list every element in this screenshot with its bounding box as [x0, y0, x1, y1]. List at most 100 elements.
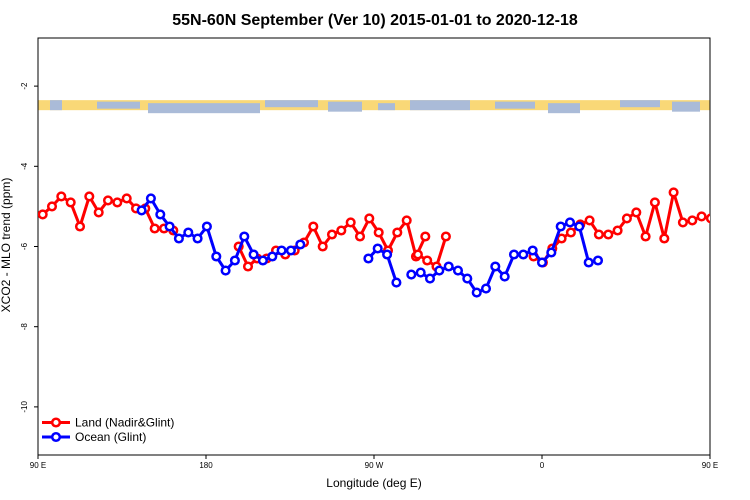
data-point: [406, 269, 417, 280]
data-point: [373, 227, 384, 238]
series-line: [367, 247, 398, 284]
data-point: [248, 249, 259, 260]
data-point: [412, 249, 423, 260]
data-point: [267, 251, 278, 262]
data-point: [592, 255, 604, 266]
data-point: [659, 233, 670, 244]
data-point: [499, 271, 510, 282]
data-point: [462, 273, 473, 284]
x-axis-label: Longitude (deg E): [326, 476, 421, 490]
series-line: [417, 236, 448, 268]
data-point: [276, 245, 287, 256]
data-point: [508, 249, 520, 260]
x-axis: 90 E 180 90 W 0 90 E: [30, 455, 718, 470]
series-ocean: [136, 193, 604, 298]
data-point: [84, 191, 95, 202]
y-tick-label: -2: [20, 82, 29, 90]
data-point: [536, 257, 548, 268]
data-point: [735, 201, 743, 209]
data-point: [201, 221, 212, 232]
data-point: [173, 233, 184, 244]
map-band-ocean: [620, 100, 660, 108]
data-point: [257, 255, 268, 266]
data-point: [317, 241, 328, 252]
data-point: [164, 221, 175, 232]
y-tick-label: -8: [20, 323, 29, 331]
legend-item-ocean: Ocean (Glint): [42, 430, 146, 444]
data-point: [211, 251, 222, 262]
x-tick-label: 0: [540, 461, 545, 470]
data-point: [46, 201, 58, 212]
data-point: [574, 221, 585, 232]
data-point: [621, 213, 632, 224]
data-point: [242, 261, 254, 272]
x-tick-label: 90 W: [365, 461, 384, 470]
data-point: [471, 287, 482, 298]
map-band-ocean: [50, 100, 62, 111]
data-point: [345, 217, 356, 228]
map-band-ocean: [548, 103, 580, 114]
map-band-ocean: [328, 101, 362, 112]
y-tick-label: -6: [20, 242, 29, 250]
map-band-ocean: [378, 103, 395, 111]
data-point: [392, 227, 403, 238]
y-axis: -2 -4 -6 -8 -10: [20, 82, 38, 413]
data-point: [677, 217, 688, 228]
data-point: [372, 243, 383, 254]
data-point: [220, 265, 231, 276]
data-point: [452, 265, 464, 276]
data-point: [401, 215, 412, 226]
legend-label-ocean: Ocean (Glint): [75, 430, 146, 444]
data-point: [726, 197, 734, 205]
data-point: [422, 255, 433, 266]
data-point: [229, 255, 240, 266]
data-point: [480, 283, 492, 294]
y-axis-label: XCO2 - MLO trend (ppm): [0, 178, 13, 313]
data-point: [556, 233, 567, 244]
series-line: [140, 196, 302, 273]
data-point: [74, 221, 86, 232]
data-point: [183, 227, 194, 238]
data-point: [239, 231, 250, 242]
data-point: [687, 215, 698, 226]
legend-item-land: Land (Nadir&Glint): [42, 416, 174, 430]
series-line: [532, 190, 710, 264]
legend-marker-land: [50, 417, 62, 428]
chart-title: 55N-60N September (Ver 10) 2015-01-01 to…: [172, 12, 578, 29]
data-point: [565, 227, 576, 238]
x-tick-label: 90 E: [30, 461, 46, 470]
legend: Land (Nadir&Glint) Ocean (Glint): [42, 416, 174, 444]
data-point: [56, 191, 67, 202]
data-point: [668, 187, 679, 198]
legend-marker-ocean: [50, 431, 62, 443]
data-point: [546, 247, 557, 258]
data-point: [336, 225, 347, 236]
data-point: [440, 231, 451, 242]
data-point: [631, 207, 642, 218]
data-point: [640, 231, 651, 242]
map-band-ocean: [410, 100, 470, 111]
data-point: [612, 225, 623, 236]
data-point: [364, 213, 375, 224]
legend-label-land: Land (Nadir&Glint): [75, 416, 174, 430]
data-point: [121, 193, 132, 204]
data-point: [527, 245, 538, 256]
data-point: [65, 197, 76, 208]
data-point: [363, 253, 374, 264]
y-tick-label: -4: [20, 162, 29, 170]
x-tick-label: 90 E: [702, 461, 718, 470]
data-point: [420, 231, 431, 242]
data-point: [745, 223, 750, 231]
data-point: [285, 245, 296, 256]
data-point: [518, 249, 529, 260]
data-point: [717, 205, 725, 213]
data-point: [434, 265, 445, 276]
data-point: [112, 197, 123, 208]
data-point: [102, 195, 114, 206]
map-band-ocean: [97, 101, 140, 109]
data-point: [649, 197, 660, 208]
data-point: [593, 229, 604, 240]
data-point: [93, 207, 104, 218]
data-point: [584, 215, 595, 226]
